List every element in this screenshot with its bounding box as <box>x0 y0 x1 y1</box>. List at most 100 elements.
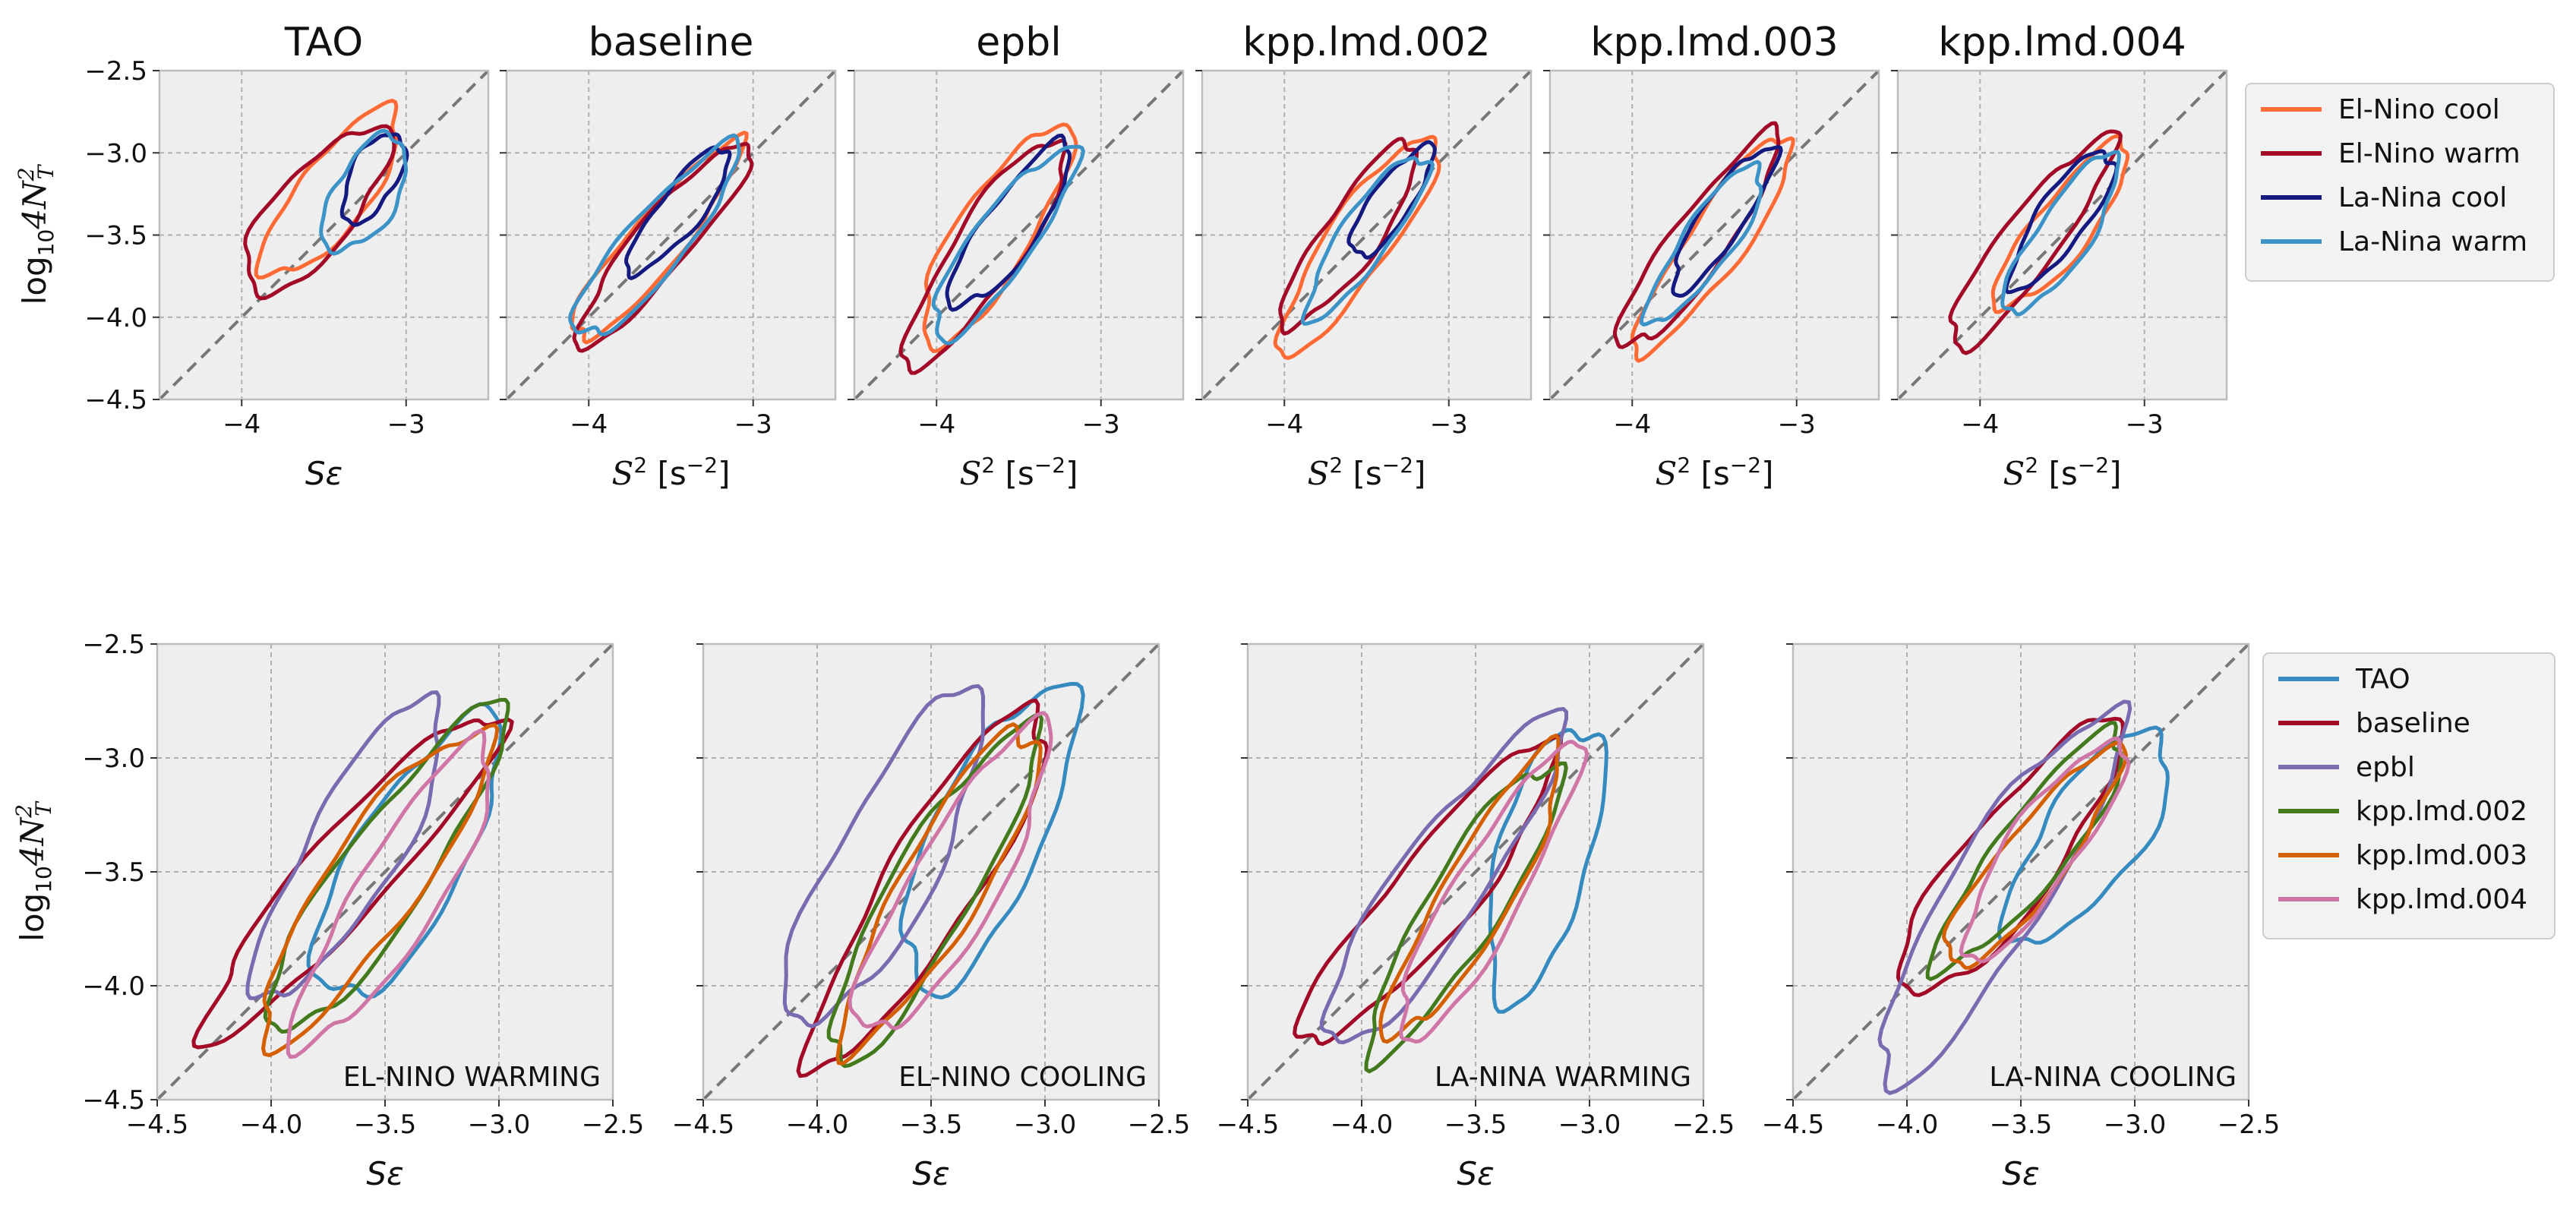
x-tick-label: −3 <box>387 409 425 440</box>
one-to-one-line <box>157 644 613 1100</box>
axes-background <box>854 71 1183 399</box>
contours <box>1948 129 2130 355</box>
x-tick-label: −3.5 <box>900 1110 963 1140</box>
contour-la-nina-warm <box>1640 159 1763 327</box>
contour-la-nina-warm <box>568 133 741 336</box>
contour-kpp-lmd-003 <box>261 723 500 1057</box>
y-tick-label: −3.0 <box>82 743 145 774</box>
panel-2: −4 −3 epbl S2 [s−2] <box>848 20 1185 492</box>
contour-tao <box>306 702 504 999</box>
contour-el-nino-warm <box>1948 129 2123 355</box>
x-tick-label: −4.0 <box>1331 1110 1394 1140</box>
y-axis-label: log104N2T <box>11 800 56 942</box>
contour-kpp-lmd-004 <box>1959 736 2131 964</box>
x-tick-label: −4 <box>1961 409 1999 440</box>
one-to-one-line <box>703 644 1159 1100</box>
y-tick-label: −3.0 <box>84 138 147 169</box>
legend-label: kpp.lmd.002 <box>2356 796 2527 827</box>
legend-label: El-Nino warm <box>2338 138 2521 169</box>
panel-annotation: LA-NINA WARMING <box>1435 1062 1691 1093</box>
contour-la-nina-warm <box>2000 150 2121 317</box>
x-tick-label: −3.0 <box>1558 1110 1621 1140</box>
contour-baseline <box>1896 716 2125 997</box>
x-axis-label: Sε <box>366 1155 403 1192</box>
x-tick-label: −4 <box>223 409 260 440</box>
panel-title: TAO <box>284 20 363 65</box>
contour-la-nina-warm <box>1300 156 1435 326</box>
legend-label: TAO <box>2355 664 2410 695</box>
legend-top: El-Nino cool El-Nino warm La-Nina cool La-N… <box>2245 83 2555 282</box>
contour-kpp-lmd-004 <box>848 711 1053 1031</box>
y-tick-label: −3.5 <box>82 857 145 888</box>
x-tick-label: −3.5 <box>1990 1110 2053 1140</box>
panel-6: −4.5 −4.0 −3.5 −3.0 −2.5 −4.5 −4.0 −3.5 −3.0 −2.5… <box>11 630 644 1192</box>
y-tick-label: −2.5 <box>84 56 147 87</box>
y-tick-label: −4.5 <box>82 1085 145 1116</box>
x-tick-label: −4.5 <box>126 1110 189 1140</box>
x-tick-label: −2.5 <box>582 1110 645 1140</box>
x-tick-label: −3.0 <box>468 1110 531 1140</box>
legend-label: kpp.lmd.004 <box>2356 884 2527 915</box>
y-axis-label: log104N2T <box>14 163 58 305</box>
contour-la-nina-cool <box>2004 149 2119 295</box>
legend-bottom: TAO baseline epbl kpp.lmd.002 kpp.lmd.003 kpp… <box>2262 652 2555 939</box>
y-tick-label: −3.5 <box>84 221 147 251</box>
contour-kpp-lmd-003 <box>1378 733 1561 1044</box>
panel-title: kpp.lmd.002 <box>1242 20 1491 65</box>
one-to-one-line <box>1248 644 1703 1100</box>
contour-kpp-lmd-004 <box>1399 740 1589 1044</box>
panel-annotation: LA-NINA COOLING <box>1989 1062 2237 1093</box>
x-tick-label: −4 <box>917 409 955 440</box>
x-axis-label: Sε <box>305 455 343 492</box>
panel-9: −4.5 −4.0 −3.5 −3.0 −2.5 LA-NINA COOLING Sε <box>1762 642 2281 1192</box>
legend-box <box>2245 83 2555 282</box>
contours <box>1273 134 1441 360</box>
contour-baseline <box>1293 734 1564 1047</box>
panel-title: kpp.lmd.004 <box>1938 20 2186 65</box>
contour-la-nina-warm <box>319 128 409 256</box>
contour-kpp-lmd-002 <box>1925 721 2124 981</box>
contour-epbl <box>782 684 985 1028</box>
contour-kpp-lmd-002 <box>263 698 510 1034</box>
panel-annotation: EL-NINO COOLING <box>898 1062 1147 1093</box>
panel-title: baseline <box>589 20 754 65</box>
x-axis-label: Sε <box>1457 1155 1494 1192</box>
contours <box>1612 121 1795 363</box>
contour-la-nina-cool <box>624 145 732 280</box>
x-axis-label: S2 [s−2] <box>612 453 731 492</box>
legend-label: La-Nina cool <box>2338 182 2507 213</box>
x-tick-label: −4 <box>570 409 608 440</box>
contours <box>243 99 409 301</box>
x-tick-label: −4.0 <box>786 1110 849 1140</box>
axes-background <box>1898 71 2227 399</box>
contour-kpp-lmd-003 <box>835 722 1043 1066</box>
contours <box>898 122 1085 375</box>
x-tick-label: −3 <box>1430 409 1468 440</box>
y-tick-label: −4.5 <box>84 385 147 415</box>
x-axis-label: Sε <box>2002 1155 2039 1192</box>
panel-4: −4 −3 kpp.lmd.003 S2 [s−2] <box>1543 20 1880 492</box>
x-tick-label: −3.0 <box>2104 1110 2167 1140</box>
panel-title: kpp.lmd.003 <box>1590 20 1839 65</box>
panel-annotation: EL-NINO WARMING <box>343 1062 601 1093</box>
x-tick-label: −3 <box>1778 409 1816 440</box>
legend-label: El-Nino cool <box>2338 94 2500 125</box>
x-tick-label: −4 <box>1613 409 1651 440</box>
contour-kpp-lmd-004 <box>286 728 491 1059</box>
axes-background <box>507 71 835 399</box>
contour-epbl <box>1319 707 1568 1045</box>
contour-el-nino-cool <box>1273 134 1441 360</box>
panel-0: −4 −3 −4.5 −4.0 −3.5 −3.0 −2.5 TAO Sε log104N2T <box>14 20 490 492</box>
panel-8: −4.5 −4.0 −3.5 −3.0 −2.5 LA-NINA WARMING Sε <box>1217 642 1735 1192</box>
panels-layer: −4 −3 −4.5 −4.0 −3.5 −3.0 −2.5 TAO Sε log104N2T −4… <box>11 20 2280 1192</box>
contour-epbl <box>245 690 441 1000</box>
contours <box>191 690 514 1059</box>
panel-3: −4 −3 kpp.lmd.002 S2 [s−2] <box>1195 20 1533 492</box>
panel-title: epbl <box>976 20 1061 65</box>
x-tick-label: −2.5 <box>2218 1110 2281 1140</box>
x-tick-label: −4.5 <box>1217 1110 1280 1140</box>
contour-baseline <box>191 718 514 1050</box>
x-tick-label: −2.5 <box>1672 1110 1735 1140</box>
contour-el-nino-warm <box>1278 137 1419 336</box>
contour-kpp-lmd-003 <box>1942 740 2128 970</box>
